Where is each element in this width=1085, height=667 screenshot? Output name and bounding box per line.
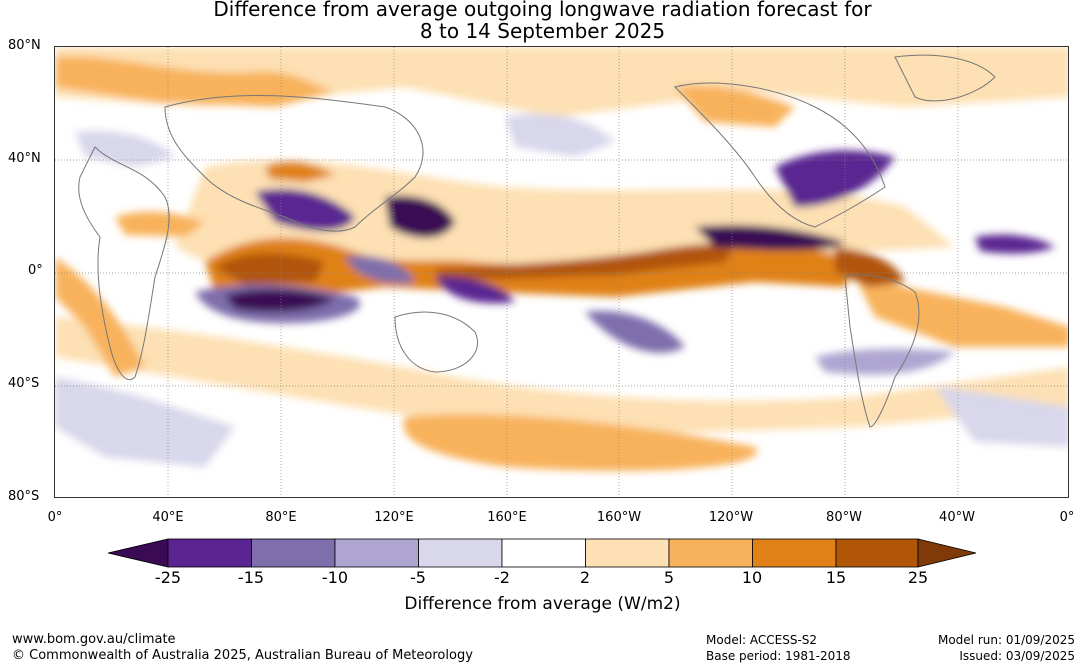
colorbar-swatch-7 <box>668 538 753 568</box>
lon-label-80w: 80°W <box>826 510 862 525</box>
colorbar-swatch-5 <box>501 538 586 568</box>
colorbar-swatch-6 <box>585 538 670 568</box>
colorbar-swatch-10 <box>917 538 977 568</box>
map-canvas <box>55 47 1068 497</box>
footer-model: Model: ACCESS-S2 <box>706 633 818 647</box>
lat-label-40n: 40°N <box>8 151 41 166</box>
colorbar-tick-4: -2 <box>494 568 510 587</box>
olr-anomaly-map <box>54 46 1069 498</box>
colorbar-swatch-4 <box>418 538 503 568</box>
colorbar-label: Difference from average (W/m2) <box>404 594 681 614</box>
colorbar-tick-7: 10 <box>741 568 763 587</box>
lon-label-120e: 120°E <box>374 510 414 525</box>
footer-model-run: Model run: 01/09/2025 <box>937 633 1075 647</box>
colorbar-tick-0: -25 <box>154 568 182 587</box>
colorbar-tick-6: 5 <box>663 568 675 587</box>
lon-label-160e: 160°E <box>487 510 527 525</box>
colorbar-tick-8: 15 <box>825 568 847 587</box>
footer-copyright: © Commonwealth of Australia 2025, Austra… <box>12 648 473 663</box>
footer-url[interactable]: www.bom.gov.au/climate <box>12 632 176 647</box>
lon-label-40w: 40°W <box>939 510 975 525</box>
lon-label-40e: 40°E <box>152 510 184 525</box>
colorbar-tick-2: -10 <box>321 568 349 587</box>
colorbar-swatch-9 <box>835 538 919 568</box>
colorbar-swatch-8 <box>752 538 837 568</box>
lat-label-40s: 40°S <box>8 376 40 391</box>
lon-label-0-east: 0° <box>1059 510 1075 525</box>
map-title-line2: 8 to 14 September 2025 <box>419 19 666 43</box>
lon-label-80e: 80°E <box>265 510 297 525</box>
colorbar <box>108 538 977 568</box>
lat-label-0: 0° <box>28 263 43 278</box>
colorbar-tick-3: -5 <box>410 568 426 587</box>
graticule <box>55 47 1068 497</box>
lat-label-80n: 80°N <box>8 38 41 53</box>
lon-label-160w: 160°W <box>596 510 642 525</box>
colorbar-swatch-0 <box>108 538 169 568</box>
colorbar-swatch-1 <box>167 538 252 568</box>
colorbar-swatch-2 <box>251 538 336 568</box>
colorbar-tick-1: -15 <box>237 568 265 587</box>
lon-label-0: 0° <box>47 510 63 525</box>
colorbar-tick-5: 2 <box>579 568 591 587</box>
anomaly-field <box>55 47 1068 471</box>
coastlines <box>78 54 996 428</box>
footer-issued: Issued: 03/09/2025 <box>959 649 1075 663</box>
footer-base-period: Base period: 1981-2018 <box>706 649 851 663</box>
colorbar-tick-9: 25 <box>907 568 929 587</box>
lon-label-120w: 120°W <box>708 510 754 525</box>
lat-label-80s: 80°S <box>8 489 40 504</box>
colorbar-swatch-3 <box>334 538 419 568</box>
map-title-line1: Difference from average outgoing longwav… <box>213 0 872 21</box>
